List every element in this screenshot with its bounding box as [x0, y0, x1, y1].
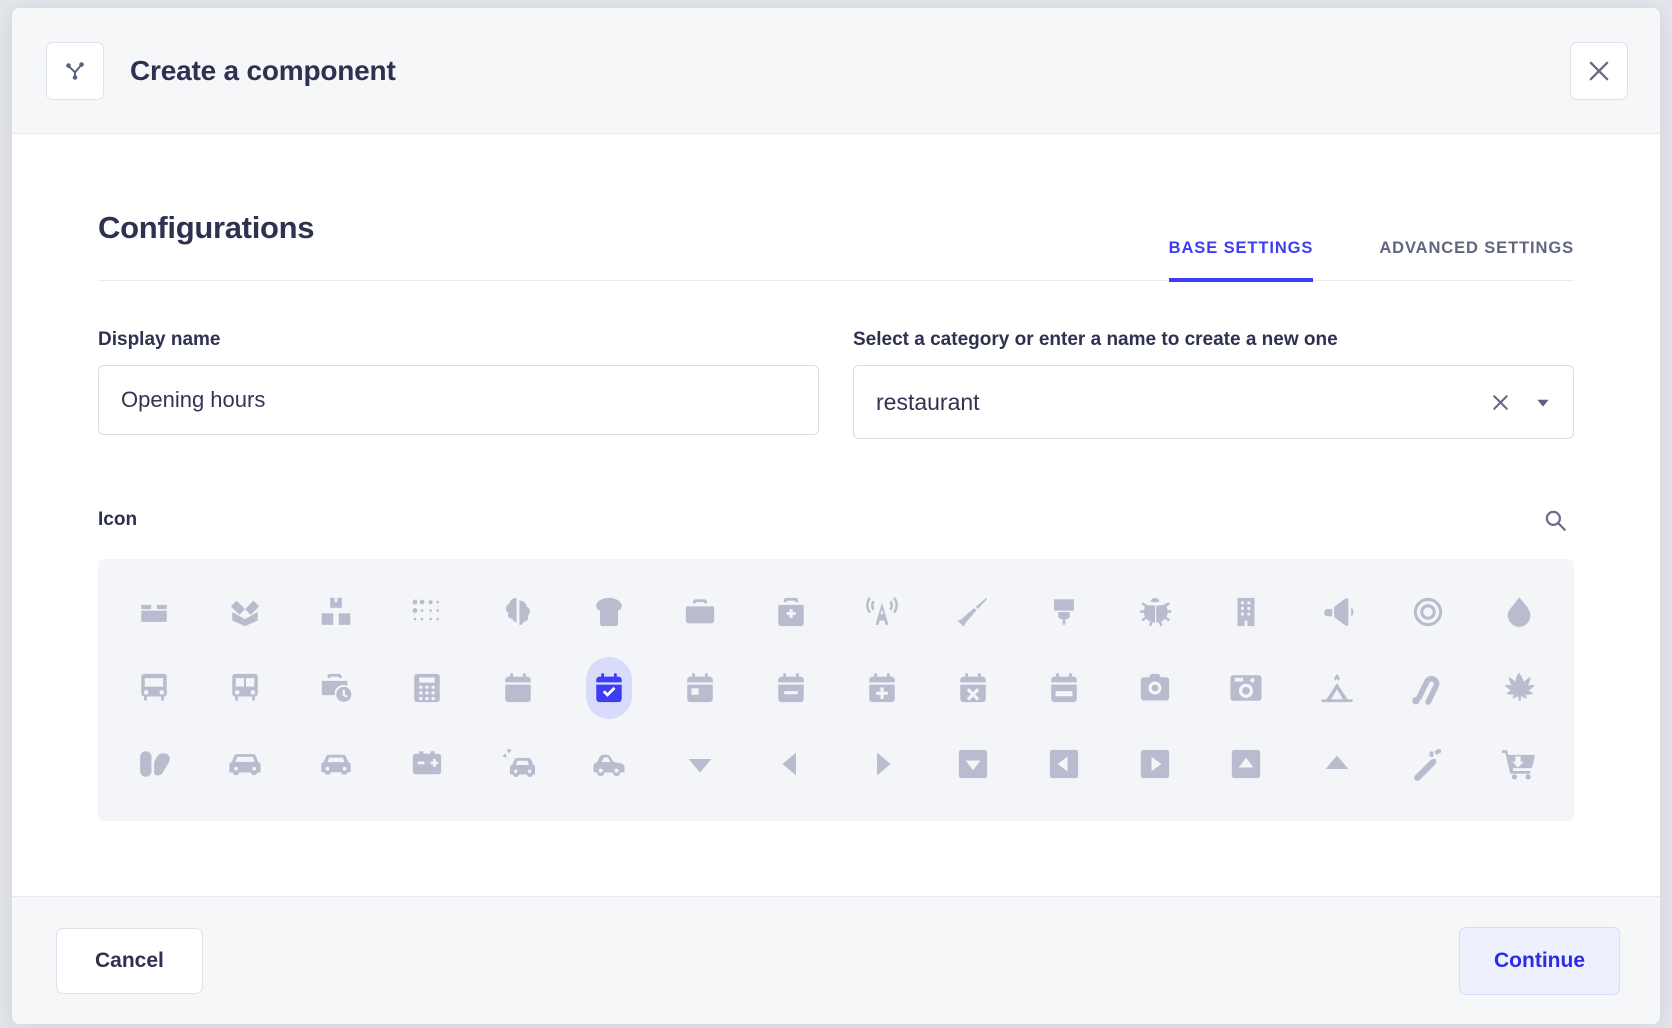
car-crash-icon[interactable]: [472, 733, 563, 795]
square-caret-right-icon[interactable]: [1109, 733, 1200, 795]
square-caret-down-icon[interactable]: [927, 733, 1018, 795]
camera-icon[interactable]: [1109, 657, 1200, 719]
category-field: Select a category or enter a name to cre…: [853, 329, 1574, 439]
caret-left-icon[interactable]: [745, 733, 836, 795]
calendar-icon[interactable]: [472, 657, 563, 719]
icon-picker-header: Icon: [98, 501, 1574, 539]
camera-retro-icon[interactable]: [1200, 657, 1291, 719]
box-icon[interactable]: [108, 581, 199, 643]
section-title: Configurations: [98, 210, 315, 245]
bullseye-icon[interactable]: [1382, 581, 1473, 643]
calendar-plus-icon[interactable]: [836, 657, 927, 719]
search-icon[interactable]: [1536, 501, 1574, 539]
sitemap-icon: [46, 41, 104, 100]
car-icon[interactable]: [199, 733, 290, 795]
business-time-icon[interactable]: [290, 657, 381, 719]
briefcase-medical-icon[interactable]: [745, 581, 836, 643]
caret-right-icon[interactable]: [836, 733, 927, 795]
icon-picker-label: Icon: [98, 509, 138, 530]
cannabis-icon[interactable]: [1473, 657, 1564, 719]
clear-category-icon[interactable]: [1488, 390, 1513, 415]
campground-icon[interactable]: [1291, 657, 1382, 719]
modal-body: Configurations BASE SETTINGS ADVANCED SE…: [12, 134, 1660, 896]
bus-simple-icon[interactable]: [199, 657, 290, 719]
icon-grid[interactable]: [98, 559, 1574, 821]
category-label: Select a category or enter a name to cre…: [853, 329, 1338, 350]
modal-header: Create a component: [12, 8, 1660, 134]
boxes-stacked-icon[interactable]: [290, 581, 381, 643]
category-value: restaurant: [876, 388, 980, 415]
continue-button[interactable]: Continue: [1459, 926, 1620, 995]
tab-base-settings[interactable]: BASE SETTINGS: [1168, 239, 1314, 282]
calendar-week-icon[interactable]: [1018, 657, 1109, 719]
car-side-icon[interactable]: [563, 733, 654, 795]
bread-slice-icon[interactable]: [563, 581, 654, 643]
chevron-down-icon[interactable]: [1535, 394, 1551, 410]
building-icon[interactable]: [1200, 581, 1291, 643]
display-name-field: Display name: [98, 329, 819, 439]
square-caret-up-icon[interactable]: [1200, 733, 1291, 795]
modal-footer: Cancel Continue: [12, 896, 1660, 1024]
category-select-box[interactable]: restaurant: [853, 365, 1574, 439]
create-component-modal: Create a component Configurations BASE S…: [12, 8, 1660, 1024]
broadcast-tower-icon[interactable]: [836, 581, 927, 643]
brush-icon[interactable]: [1018, 581, 1109, 643]
cancel-button[interactable]: Cancel: [56, 927, 203, 994]
page-title: Create a component: [130, 54, 396, 86]
tab-advanced-settings[interactable]: ADVANCED SETTINGS: [1379, 239, 1574, 257]
cart-arrow-down-icon[interactable]: [1473, 733, 1564, 795]
calendar-day-icon[interactable]: [654, 657, 745, 719]
calendar-minus-icon[interactable]: [745, 657, 836, 719]
caret-down-icon[interactable]: [654, 733, 745, 795]
calculator-icon[interactable]: [381, 657, 472, 719]
broom-icon[interactable]: [927, 581, 1018, 643]
box-open-icon[interactable]: [199, 581, 290, 643]
carrot-icon[interactable]: [1382, 733, 1473, 795]
calendar-xmark-icon[interactable]: [927, 657, 1018, 719]
capsules-icon[interactable]: [108, 733, 199, 795]
calendar-check-icon[interactable]: [563, 657, 654, 719]
caret-up-icon[interactable]: [1291, 733, 1382, 795]
candy-cane-icon[interactable]: [1382, 657, 1473, 719]
close-icon[interactable]: [1570, 41, 1628, 100]
category-select[interactable]: restaurant: [853, 365, 1574, 439]
display-name-label: Display name: [98, 329, 221, 350]
settings-tabs: BASE SETTINGS ADVANCED SETTINGS: [1168, 239, 1574, 282]
square-caret-left-icon[interactable]: [1018, 733, 1109, 795]
briefcase-icon[interactable]: [654, 581, 745, 643]
braille-icon[interactable]: [381, 581, 472, 643]
burn-icon[interactable]: [1473, 581, 1564, 643]
bullhorn-icon[interactable]: [1291, 581, 1382, 643]
bug-icon[interactable]: [1109, 581, 1200, 643]
form-fields: Display name Select a category or enter …: [98, 329, 1574, 439]
brain-icon[interactable]: [472, 581, 563, 643]
section-header: Configurations BASE SETTINGS ADVANCED SE…: [98, 134, 1574, 282]
car-alt-icon[interactable]: [290, 733, 381, 795]
bus-icon[interactable]: [108, 657, 199, 719]
car-battery-icon[interactable]: [381, 733, 472, 795]
display-name-input[interactable]: [98, 365, 819, 435]
